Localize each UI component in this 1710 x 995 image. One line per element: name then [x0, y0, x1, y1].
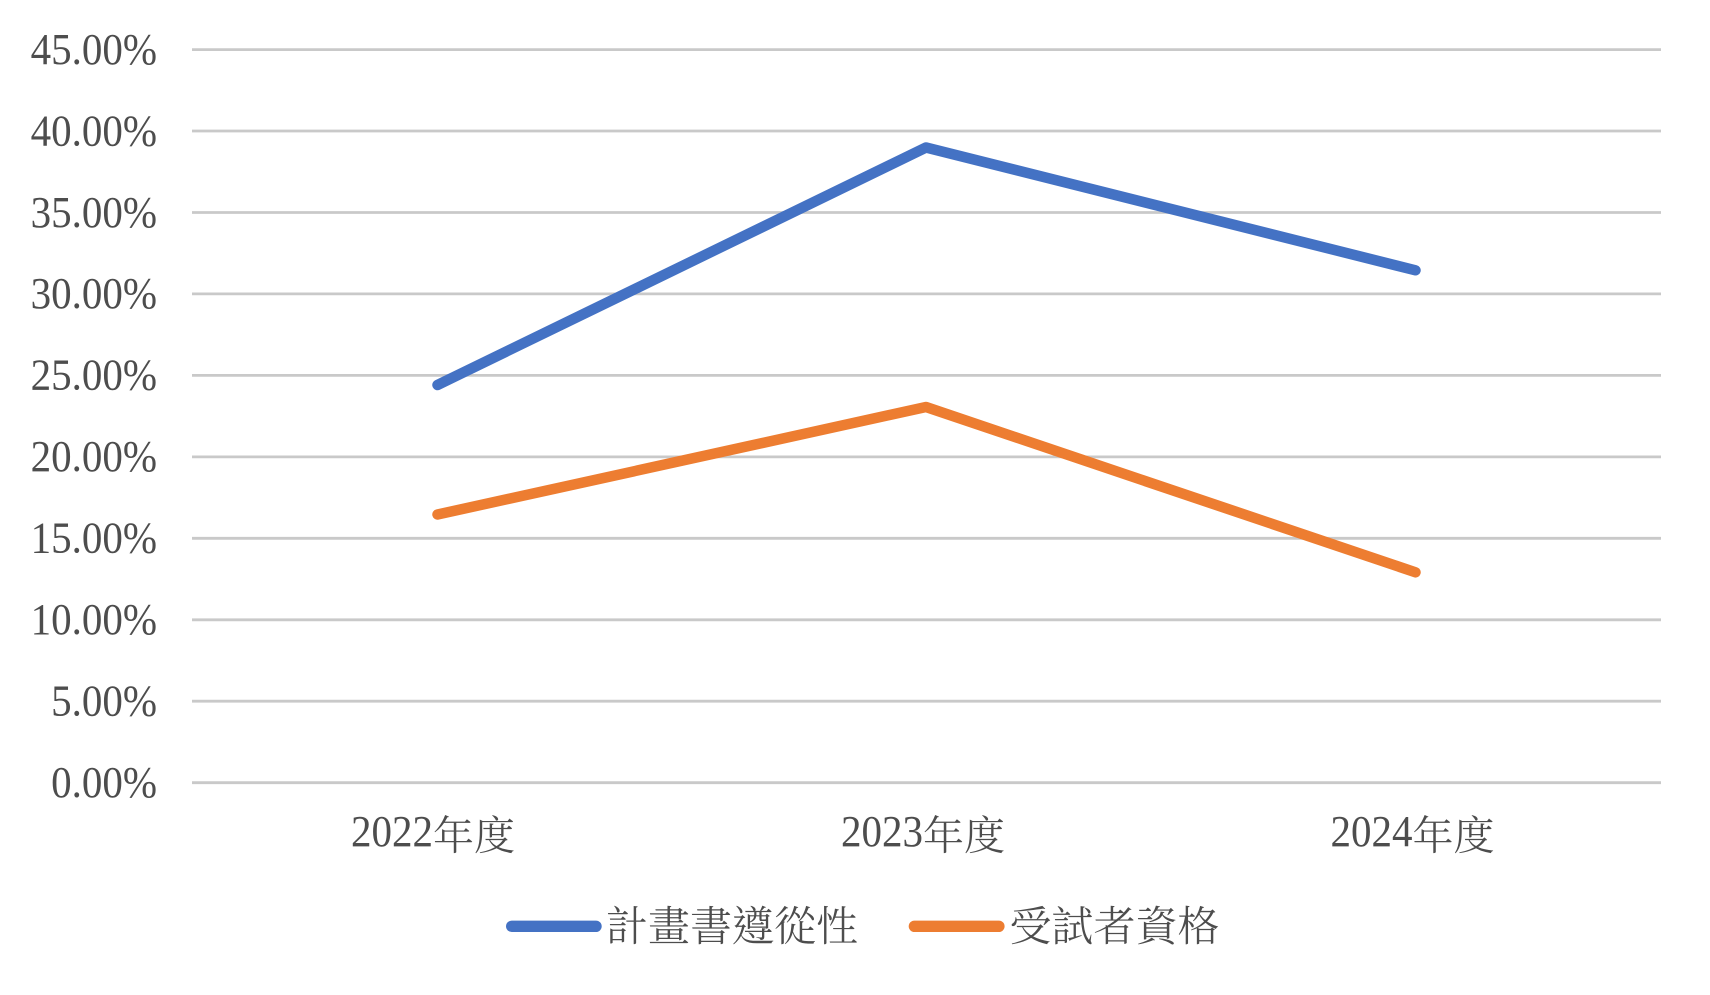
svg-text:2022: 2022	[351, 807, 433, 856]
svg-text:20.00%: 20.00%	[31, 432, 157, 481]
svg-text:10.00%: 10.00%	[31, 595, 157, 644]
svg-text:35.00%: 35.00%	[31, 188, 157, 237]
svg-text:40.00%: 40.00%	[31, 106, 157, 155]
svg-text:45.00%: 45.00%	[31, 25, 157, 74]
svg-text:25.00%: 25.00%	[31, 351, 157, 400]
svg-text:2023: 2023	[841, 807, 923, 856]
svg-text:30.00%: 30.00%	[31, 269, 157, 318]
svg-text:5.00%: 5.00%	[51, 677, 157, 726]
svg-text:0.00%: 0.00%	[51, 758, 157, 807]
svg-text:2024: 2024	[1331, 807, 1413, 856]
svg-text:15.00%: 15.00%	[31, 514, 157, 563]
